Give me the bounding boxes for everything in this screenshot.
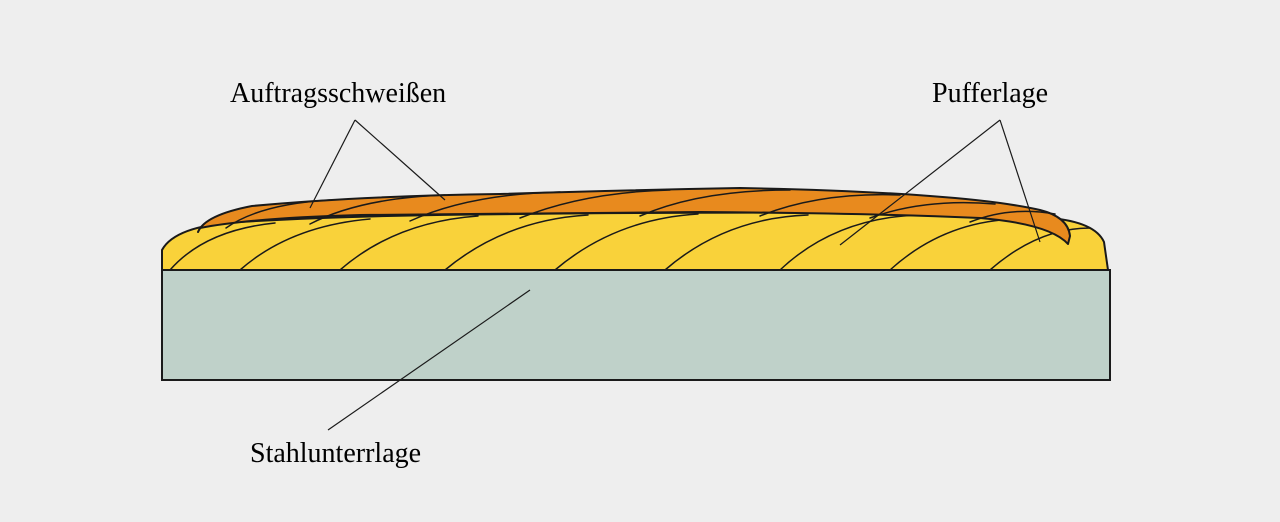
diagram-svg: [0, 0, 1280, 522]
label-pufferlage: Pufferlage: [932, 78, 1048, 110]
diagram-canvas: Auftragsschweißen Pufferlage Stahlunterr…: [0, 0, 1280, 522]
steel-base: [162, 270, 1110, 380]
label-auftragsschweissen: Auftragsschweißen: [230, 78, 446, 110]
buffer-layer: [162, 213, 1108, 270]
label-stahlunterlage: Stahlunterrlage: [250, 438, 421, 470]
